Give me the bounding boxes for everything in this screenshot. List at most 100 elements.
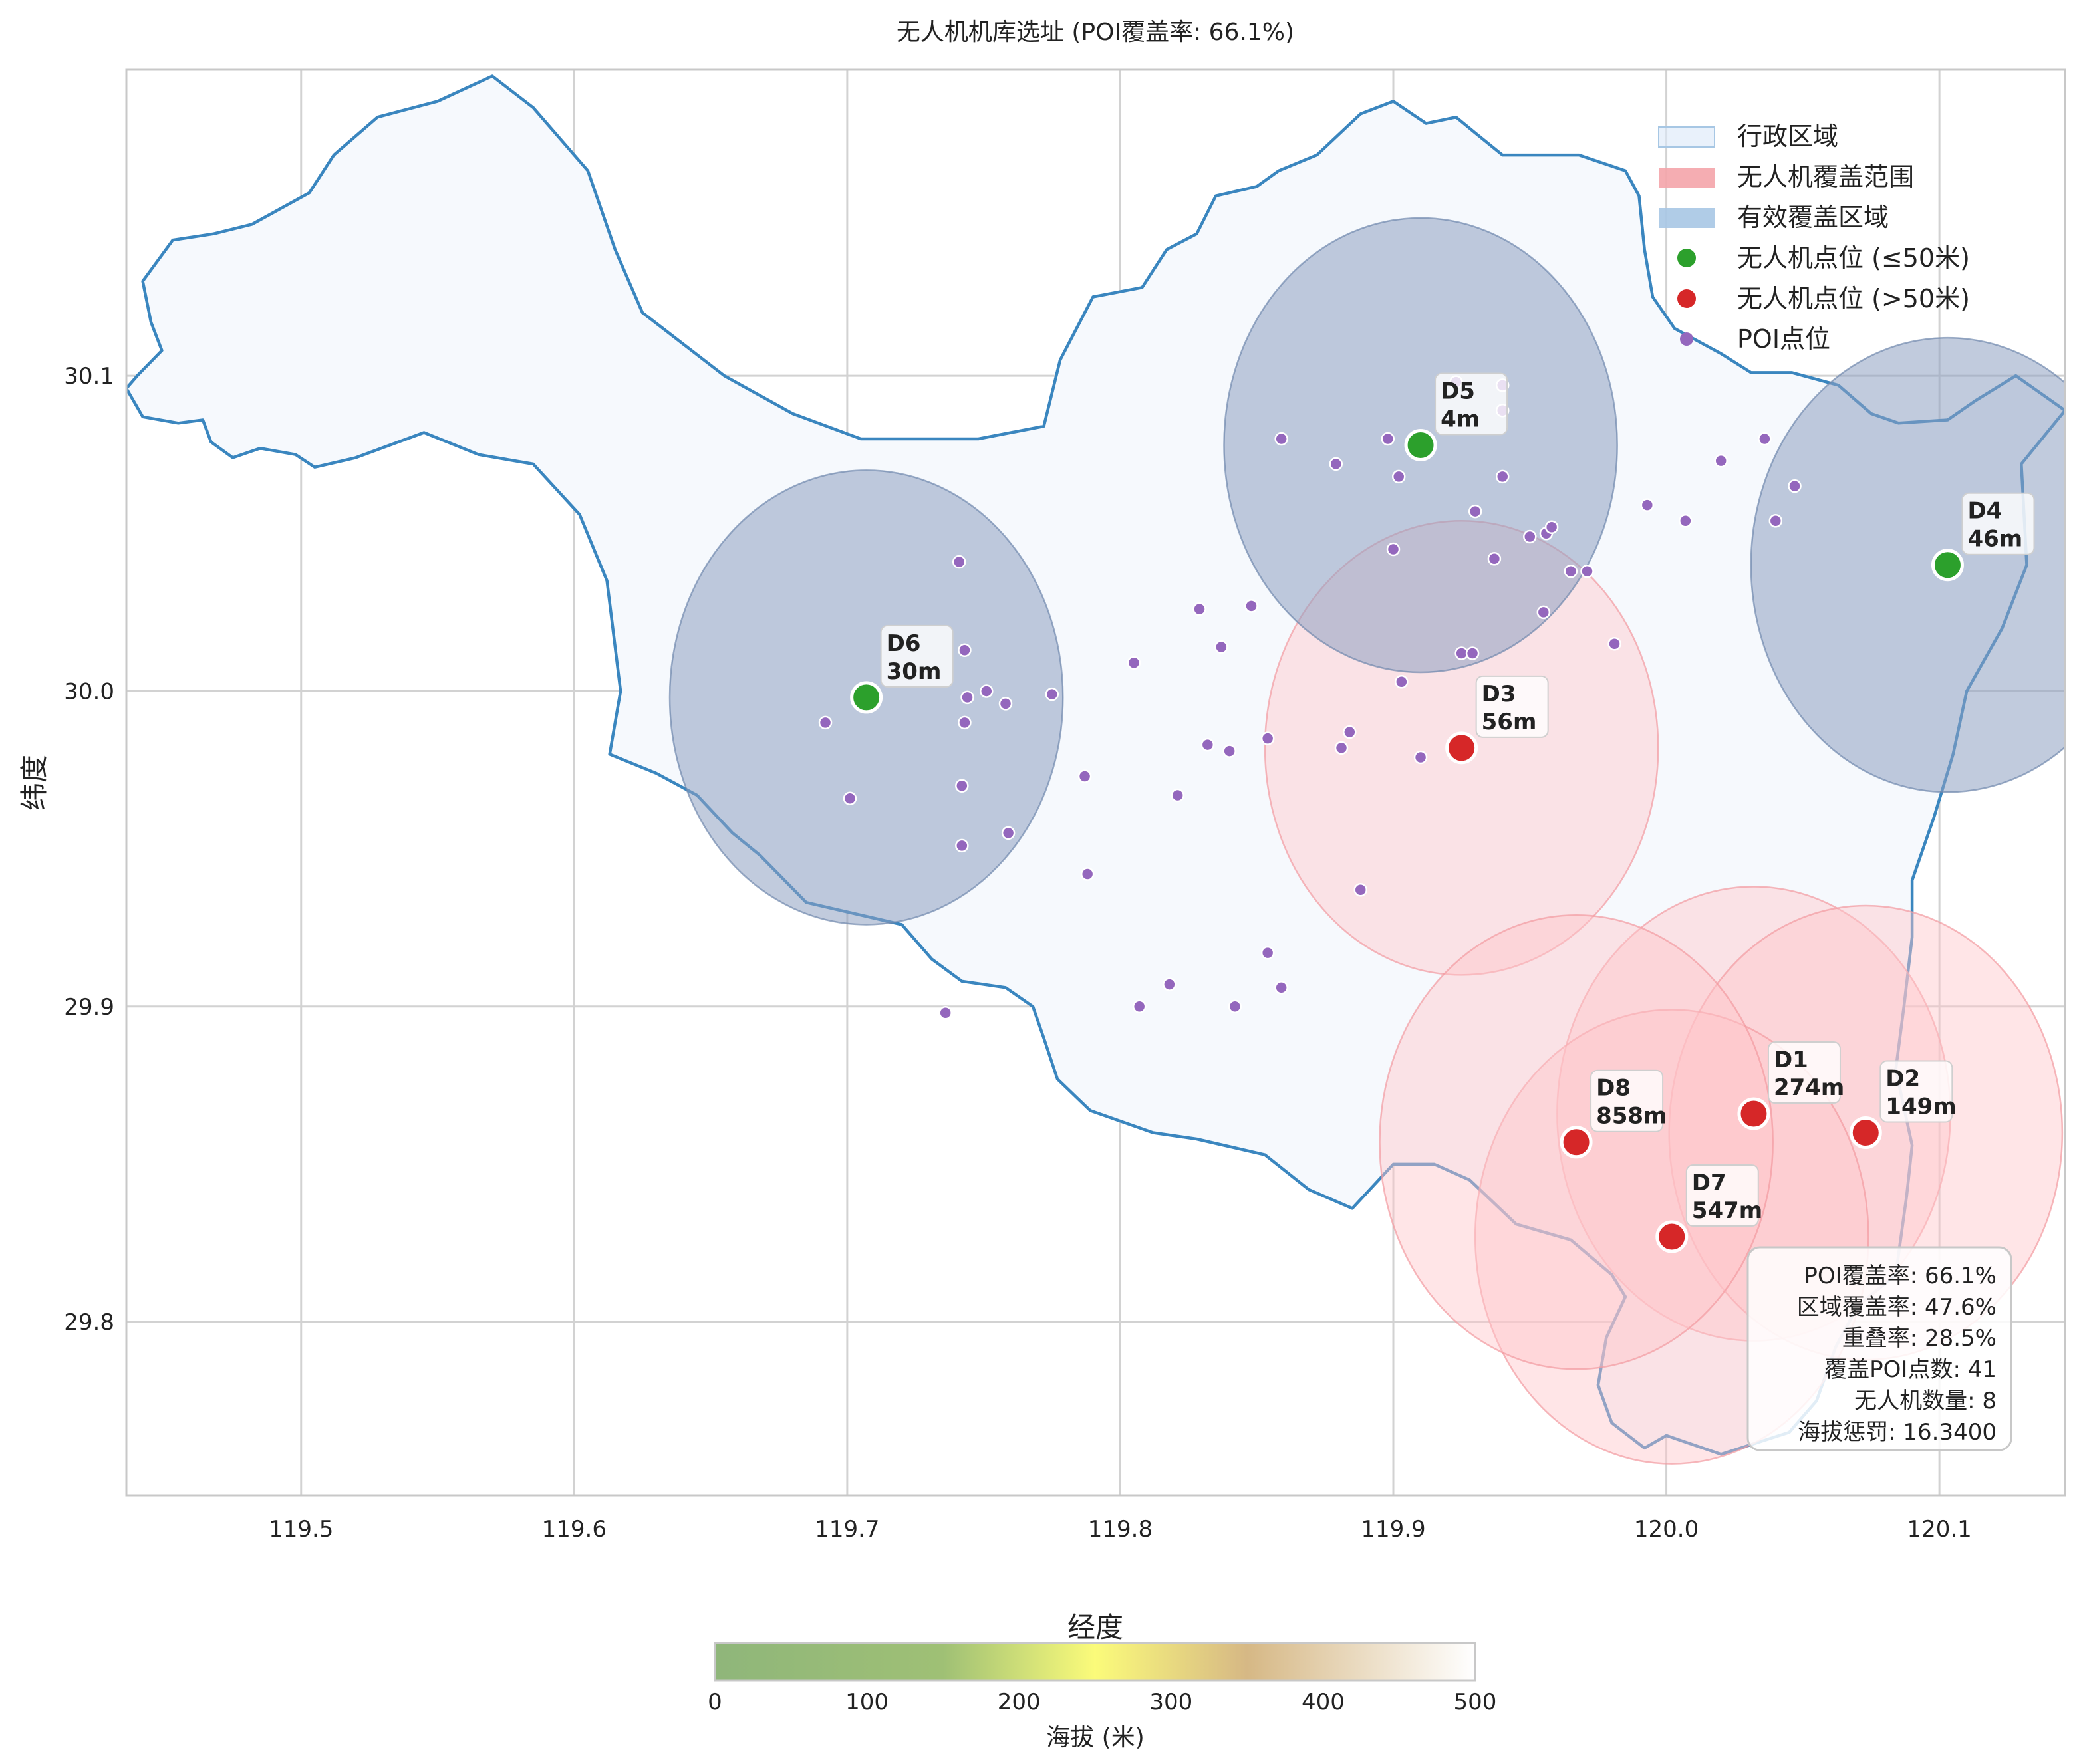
legend-label: 无人机点位 (≤50米) <box>1737 243 1970 273</box>
legend-label: 无人机点位 (>50米) <box>1737 284 1970 313</box>
drone-label-box <box>880 624 954 688</box>
poi-point <box>1495 469 1510 484</box>
poi-point <box>843 791 857 805</box>
coverage-circle <box>1750 337 2065 793</box>
drone-label-id: D4 <box>1967 498 2002 525</box>
poi-point <box>1381 432 1395 446</box>
drone-label-box <box>1685 1164 1759 1227</box>
x-tick-label: 119.6 <box>542 1516 607 1543</box>
colorbar-ticks: 0 100 200 300 400 500 <box>708 1689 1496 1715</box>
drone-label-id: D2 <box>1885 1066 1920 1092</box>
stats-line: 覆盖POI点数: 41 <box>1824 1356 1997 1383</box>
poi-point <box>938 1006 952 1020</box>
colorbar-tick-label: 500 <box>1454 1689 1497 1715</box>
poi-point <box>1274 432 1288 446</box>
y-tick-label: 29.9 <box>64 994 114 1021</box>
drone-point <box>1445 731 1478 765</box>
poi-point <box>1244 599 1258 613</box>
poi-point <box>1607 637 1621 651</box>
y-tick-label: 30.1 <box>64 363 114 390</box>
x-tick-label: 119.8 <box>1088 1516 1153 1543</box>
x-tick-label: 120.1 <box>1907 1516 1971 1543</box>
legend-swatch <box>1659 208 1715 228</box>
colorbar-gradient <box>714 1642 1476 1682</box>
poi-point <box>1228 999 1242 1014</box>
poi-point <box>1077 769 1092 783</box>
x-tick-label: 119.5 <box>269 1516 333 1543</box>
drone-label-elevation: 56m <box>1482 709 1537 735</box>
stats-line: POI覆盖率: 66.1% <box>1804 1263 1997 1289</box>
colorbar-tick-label: 100 <box>845 1689 889 1715</box>
drone-point <box>1931 549 1964 582</box>
poi-point <box>1192 602 1206 616</box>
poi-point <box>1788 479 1802 493</box>
drone-points <box>850 428 1964 1253</box>
legend-label: 行政区域 <box>1737 122 1838 151</box>
legend-marker <box>1680 332 1693 346</box>
stats-box: POI覆盖率: 66.1% 区域覆盖率: 47.6% 重叠率: 28.5% 覆盖… <box>1746 1246 2012 1451</box>
poi-point <box>1640 498 1655 512</box>
legend-marker <box>1677 289 1696 308</box>
poi-point <box>1523 529 1537 544</box>
drone-point <box>1737 1097 1770 1130</box>
colorbar-tick-label: 200 <box>998 1689 1041 1715</box>
drone-label-elevation: 274m <box>1774 1074 1844 1101</box>
drone-label-box <box>1590 1069 1664 1132</box>
drone-point <box>1849 1116 1882 1150</box>
poi-points <box>818 375 1802 1020</box>
legend-label: POI点位 <box>1737 324 1830 354</box>
drone-label-box <box>1767 1041 1841 1104</box>
poi-point <box>1413 750 1428 765</box>
y-tick-label: 29.8 <box>64 1309 114 1336</box>
drone-point <box>1560 1126 1593 1159</box>
poi-point <box>1391 469 1406 484</box>
colorbar-label: 海拔 (米) <box>1046 1724 1145 1751</box>
legend-label: 有效覆盖区域 <box>1737 203 1889 232</box>
poi-point <box>952 555 966 569</box>
colorbar: 0 100 200 300 400 500 海拔 (米) <box>708 1642 1496 1751</box>
poi-point <box>1222 744 1236 758</box>
plot-frame <box>125 68 2066 1497</box>
poi-point <box>1487 551 1502 566</box>
drone-label-id: D8 <box>1596 1075 1631 1102</box>
drone-label-box <box>1879 1060 1953 1123</box>
poi-point <box>998 697 1013 711</box>
colorbar-tick-label: 400 <box>1302 1689 1345 1715</box>
poi-point <box>1544 520 1559 535</box>
stats-line: 无人机数量: 8 <box>1854 1388 1997 1414</box>
poi-point <box>1080 867 1095 881</box>
poi-point <box>1214 640 1228 654</box>
poi-point <box>818 715 833 730</box>
poi-point <box>1353 883 1367 897</box>
y-axis-label: 纬度 <box>18 755 51 811</box>
poi-point <box>1200 737 1215 752</box>
poi-point <box>1465 646 1480 660</box>
stats-line: 区域覆盖率: 47.6% <box>1797 1294 1997 1321</box>
poi-point <box>980 684 994 698</box>
legend-marker <box>1677 249 1696 267</box>
poi-point <box>1001 826 1016 840</box>
poi-point <box>1260 945 1275 960</box>
poi-point <box>960 690 974 705</box>
poi-point <box>1395 674 1409 689</box>
x-axis-label: 经度 <box>1067 1611 1123 1644</box>
poi-point <box>1714 453 1728 468</box>
x-tick-label: 119.7 <box>815 1516 879 1543</box>
drone-point <box>1655 1220 1689 1253</box>
drone-label-elevation: 4m <box>1441 406 1480 432</box>
drone-label-id: D7 <box>1692 1170 1727 1196</box>
drone-label-id: D6 <box>887 630 921 657</box>
legend-swatch <box>1658 126 1715 148</box>
poi-point <box>1386 542 1401 557</box>
drone-point <box>850 681 883 714</box>
x-tick-label: 120.0 <box>1634 1516 1699 1543</box>
drone-label-elevation: 46m <box>1967 526 2022 553</box>
drone-label-elevation: 149m <box>1885 1094 1956 1120</box>
poi-point <box>1468 504 1482 519</box>
axis-ticks: 119.5 119.6 119.7 119.8 119.9 120.0 120.1 29.8 2… <box>64 363 1972 1543</box>
drone-label-elevation: 30m <box>887 658 942 685</box>
chart-title: 无人机机库选址 (POI覆盖率: 66.1%) <box>897 19 1294 46</box>
poi-point <box>1163 977 1176 991</box>
drone-label-box <box>1435 372 1508 436</box>
